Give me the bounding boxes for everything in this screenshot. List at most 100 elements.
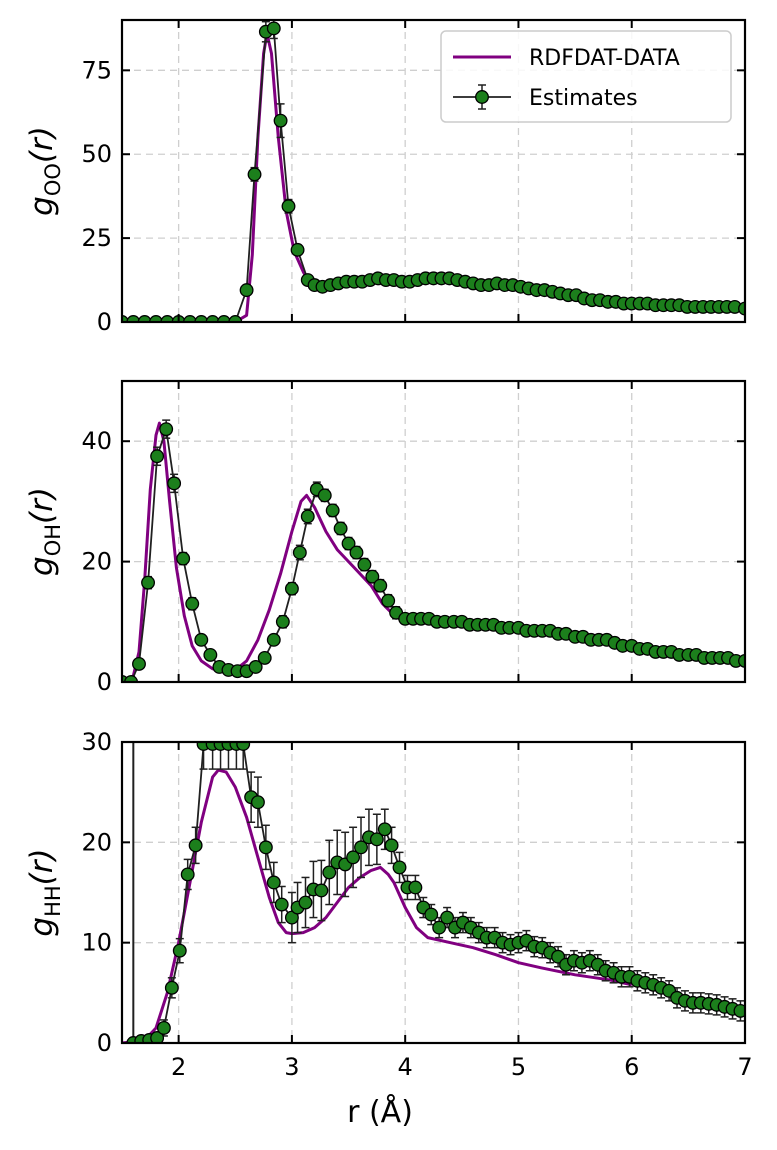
- estimate-point: [322, 865, 337, 880]
- estimate-point: [266, 875, 281, 890]
- estimate-point: [333, 521, 348, 536]
- estimate-point: [188, 838, 203, 853]
- estimate-point: [377, 822, 392, 837]
- estimate-point: [424, 907, 439, 922]
- estimate-point: [236, 741, 251, 751]
- estimate-point: [239, 283, 254, 298]
- estimate-point: [384, 838, 399, 853]
- legend-label-estimates: Estimates: [529, 86, 638, 111]
- estimate-point: [150, 1031, 165, 1044]
- estimate-point: [141, 575, 156, 590]
- estimate-point: [381, 593, 396, 608]
- panels-layer: 0255075gOO(r)RDFDAT-DATAEstimates02040gO…: [24, 18, 753, 1081]
- estimate-point: [248, 660, 263, 674]
- estimate-point: [738, 301, 745, 316]
- estimate-point: [266, 21, 281, 36]
- estimate-point: [176, 551, 191, 566]
- y-axis-label: gOO(r): [24, 126, 65, 216]
- estimate-point: [185, 596, 200, 611]
- y-tick-label: 0: [97, 1029, 112, 1057]
- legend: RDFDAT-DATA Estimates: [440, 30, 732, 123]
- x-axis-label: r (Å): [347, 1094, 413, 1130]
- y-label-subscript: OO: [41, 163, 65, 196]
- estimate-point: [156, 1020, 171, 1035]
- estimate-point: [341, 536, 356, 551]
- reference-line: [122, 768, 633, 1044]
- legend-swatch-estimates-marker: [475, 90, 489, 104]
- estimate-point: [274, 897, 289, 912]
- x-tick-label: 7: [737, 1053, 752, 1081]
- y-label-subscript: HH: [41, 885, 65, 917]
- plot-area: [122, 19, 745, 323]
- estimate-point: [408, 880, 423, 895]
- estimate-point: [733, 1003, 745, 1018]
- estimate-point: [275, 614, 290, 629]
- estimate-point: [194, 632, 209, 647]
- panel-g_OH: 0 20 40 gOH(r): [24, 379, 747, 696]
- y-label-argument: (r): [24, 848, 60, 885]
- estimate-point: [738, 653, 745, 668]
- axes-frame: [120, 740, 747, 1045]
- x-tick-label: 6: [624, 1053, 639, 1081]
- y-tick-label: 0: [97, 308, 112, 336]
- estimate-point: [357, 557, 372, 572]
- y-tick-label: 10: [81, 929, 112, 957]
- plot-area: [122, 741, 745, 1044]
- estimate-point: [266, 632, 281, 647]
- estimate-point: [317, 488, 332, 503]
- legend-label-reference: RDFDAT-DATA: [529, 46, 680, 71]
- x-tick-label: 2: [171, 1053, 186, 1081]
- estimate-point: [132, 656, 146, 671]
- estimate-point: [203, 647, 218, 662]
- panel-g_OO: 0 25 50 75 gOO(r) RDFDAT-DATA Estimates: [24, 18, 747, 336]
- estimate-point: [257, 650, 272, 665]
- y-tick-label: 20: [81, 548, 112, 576]
- estimate-point: [159, 422, 174, 437]
- panel-g_HH: 2 3 4 5 6 7 0 10 20 30 gHH(r): [24, 728, 753, 1081]
- y-axis-label: gOH(r): [24, 487, 65, 576]
- y-label-argument: (r): [24, 487, 60, 524]
- estimate-point: [167, 476, 182, 491]
- y-tick-label: 0: [97, 668, 112, 696]
- estimate-point: [349, 545, 364, 560]
- estimate-point: [180, 867, 195, 882]
- estimate-point: [273, 113, 288, 128]
- estimates-line: [133, 743, 741, 1044]
- estimate-point: [150, 449, 165, 464]
- y-label-subscript: OH: [41, 524, 65, 556]
- estimate-point: [346, 850, 361, 865]
- estimate-point: [164, 980, 179, 995]
- estimate-point: [298, 895, 313, 910]
- estimate-point: [172, 943, 187, 958]
- estimate-point: [369, 832, 384, 847]
- axes-frame: [120, 379, 747, 684]
- estimate-point: [440, 910, 455, 925]
- estimate-point: [365, 569, 380, 584]
- x-tick-label: 5: [511, 1053, 526, 1081]
- y-tick-label: 75: [81, 56, 112, 84]
- estimate-point: [292, 545, 307, 560]
- estimate-point: [284, 581, 299, 596]
- estimate-point: [354, 840, 368, 855]
- estimate-point: [432, 920, 447, 935]
- estimate-point: [258, 840, 273, 855]
- estimate-point: [325, 503, 340, 518]
- y-tick-label: 50: [81, 140, 112, 168]
- estimate-point: [314, 883, 329, 898]
- legend-box: [440, 30, 732, 123]
- axes-frame: [120, 18, 747, 324]
- y-label-base: g: [24, 556, 60, 576]
- y-label-base: g: [24, 196, 60, 216]
- estimate-point: [250, 795, 265, 810]
- y-tick-label: 25: [81, 224, 112, 252]
- y-axis-label: gHH(r): [24, 848, 65, 936]
- estimate-point: [300, 509, 315, 524]
- y-tick-label: 30: [81, 728, 112, 756]
- x-tick-label: 4: [398, 1053, 413, 1081]
- reference-line: [122, 421, 745, 683]
- y-tick-label: 40: [81, 427, 112, 455]
- estimate-point: [247, 167, 262, 182]
- estimate-point: [290, 242, 305, 257]
- y-label-argument: (r): [24, 126, 60, 163]
